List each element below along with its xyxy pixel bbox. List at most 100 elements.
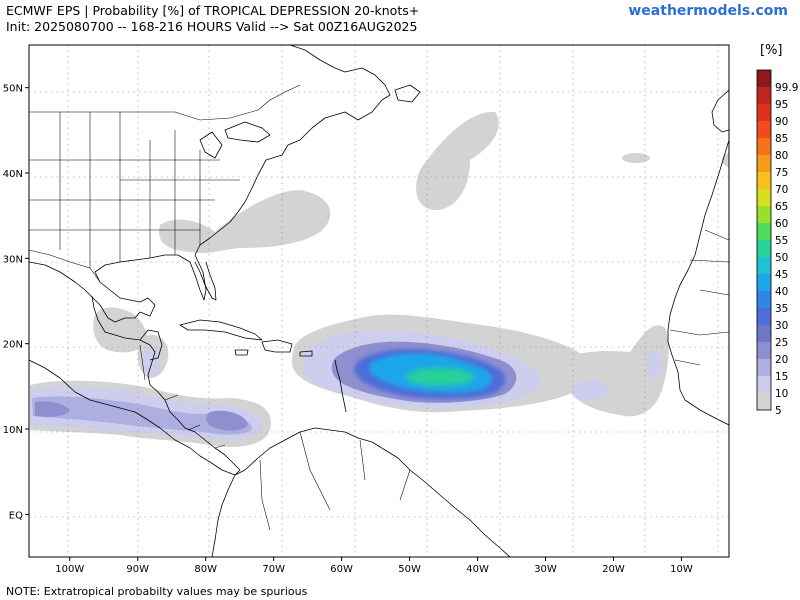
colorbar-swatch	[757, 155, 771, 173]
coast-jamaica	[234, 349, 249, 356]
colorbar-swatch	[757, 138, 771, 156]
colorbar-swatch	[757, 206, 771, 224]
colorbar-swatch	[757, 104, 771, 122]
border-us-mexico	[29, 249, 101, 283]
colorbar-swatch	[757, 240, 771, 258]
colorbar-level-label: 70	[775, 184, 788, 196]
coastlines	[29, 45, 729, 557]
lat-tick-label: 50N	[3, 84, 23, 95]
coast-south-america-west	[211, 474, 236, 557]
shade-gulf	[93, 307, 147, 353]
colorbar-level-label: 40	[775, 286, 788, 298]
colorbar-level-label: 10	[775, 388, 788, 400]
colorbar-swatch	[757, 87, 771, 105]
border-central-america	[139, 344, 226, 449]
colorbar-level-label: 25	[775, 337, 788, 349]
colorbar-swatch	[757, 291, 771, 309]
colorbar-swatch	[757, 393, 771, 411]
probability-shading-15pct	[32, 396, 252, 435]
init-valid-line: Init: 2025080700 -- 168-216 HOURS Valid …	[6, 19, 418, 34]
coast-africa-west	[667, 139, 729, 426]
map-area[interactable]	[29, 45, 729, 557]
map-gridlines	[29, 45, 729, 557]
shade-small-1	[622, 153, 650, 163]
colorbar-level-label: 45	[775, 269, 788, 281]
coast-north-america-east	[29, 45, 391, 323]
lon-tick-label: 30W	[534, 564, 557, 575]
colorbar-level-label: 15	[775, 371, 788, 383]
lat-tick-label: 30N	[3, 254, 23, 265]
coast-florida	[194, 261, 217, 301]
shade-mdr-50	[406, 368, 474, 386]
lat-tick-label: 20N	[3, 340, 23, 351]
colorbar-level-label: 75	[775, 167, 788, 179]
shade-mid-atlantic-north	[416, 111, 499, 211]
colorbar-level-label: 65	[775, 201, 788, 213]
colorbar-level-label: 20	[775, 354, 788, 366]
colorbar-level-label: 90	[775, 116, 788, 128]
colorbar-level-label: 30	[775, 320, 788, 332]
shade-ep-20b	[206, 410, 248, 431]
colorbar-swatch	[757, 376, 771, 394]
lat-tick-label: 40N	[3, 169, 23, 180]
shade-us-east-coast	[159, 190, 331, 253]
colorbar-level-label: 95	[775, 99, 788, 111]
shade-caribbean-10	[142, 348, 161, 376]
lon-tick-label: 70W	[262, 564, 285, 575]
state-lines	[29, 112, 240, 268]
lon-tick-label: 100W	[55, 564, 84, 575]
brand-logo-text[interactable]: weathermodels.com	[628, 3, 788, 19]
shade-east-pacific-15	[32, 396, 252, 435]
colorbar-swatch	[757, 172, 771, 190]
political-borders	[29, 84, 729, 531]
footer-note: NOTE: Extratropical probabilty values ma…	[6, 585, 308, 598]
colorbar-frame	[756, 69, 772, 411]
coast-puerto-rico	[299, 350, 313, 357]
lon-tick-label: 50W	[398, 564, 421, 575]
colorbar-level-label: 85	[775, 133, 788, 145]
lon-tick-label: 40W	[466, 564, 489, 575]
lat-tick-label: 10N	[3, 425, 23, 436]
coast-cuba	[179, 319, 263, 341]
coast-iberia	[711, 89, 729, 133]
colorbar-level-label: 60	[775, 218, 788, 230]
border-africa	[669, 229, 729, 366]
colorbar-unit-label: [%]	[760, 43, 783, 58]
longitude-tick-labels: 100W 90W 80W 70W 60W 50W 40W 30W 20W 10W	[55, 557, 693, 575]
colorbar-level-label: 35	[775, 303, 788, 315]
lon-tick-label: 60W	[330, 564, 353, 575]
colorbar-swatch	[757, 257, 771, 275]
colorbar-level-label: 80	[775, 150, 788, 162]
colorbar-swatch	[757, 70, 771, 88]
latitude-tick-labels: 50N 40N 30N 20N 10N EQ	[3, 84, 29, 521]
colorbar-level-label: 55	[775, 235, 788, 247]
shade-ea-10	[572, 380, 608, 400]
colorbar: 99.9 95 90 85 80 75 70 65 60 55 50 45 40 35 30 25 20 15 10…	[756, 69, 798, 417]
colorbar-level-label: 50	[775, 252, 788, 264]
lon-tick-label: 80W	[194, 564, 217, 575]
colorbar-swatch	[757, 223, 771, 241]
lon-tick-label: 90W	[126, 564, 149, 575]
shade-ep-20a	[35, 401, 70, 417]
colorbar-level-label: 99.9	[775, 82, 798, 94]
shade-small-2	[722, 152, 729, 168]
colorbar-swatch	[757, 308, 771, 326]
lon-tick-label: 10W	[670, 564, 693, 575]
border-us-canada	[29, 84, 301, 121]
colorbar-swatch	[757, 274, 771, 292]
coast-newfoundland	[394, 84, 421, 103]
coast-south-america-north	[234, 427, 511, 557]
lon-tick-label: 20W	[602, 564, 625, 575]
shade-ea-10b	[647, 351, 663, 379]
coast-great-lakes	[199, 121, 271, 159]
colorbar-swatch	[757, 121, 771, 139]
coast-hispaniola	[261, 339, 293, 353]
border-south-america	[259, 431, 411, 531]
probability-shading-50pct	[406, 368, 474, 386]
chart-title: ECMWF EPS | Probability [%] of TROPICAL …	[6, 3, 420, 18]
coast-yucatan	[139, 329, 163, 361]
colorbar-level-label: 5	[775, 405, 782, 417]
colorbar-swatch	[757, 359, 771, 377]
colorbar-swatch	[757, 325, 771, 343]
